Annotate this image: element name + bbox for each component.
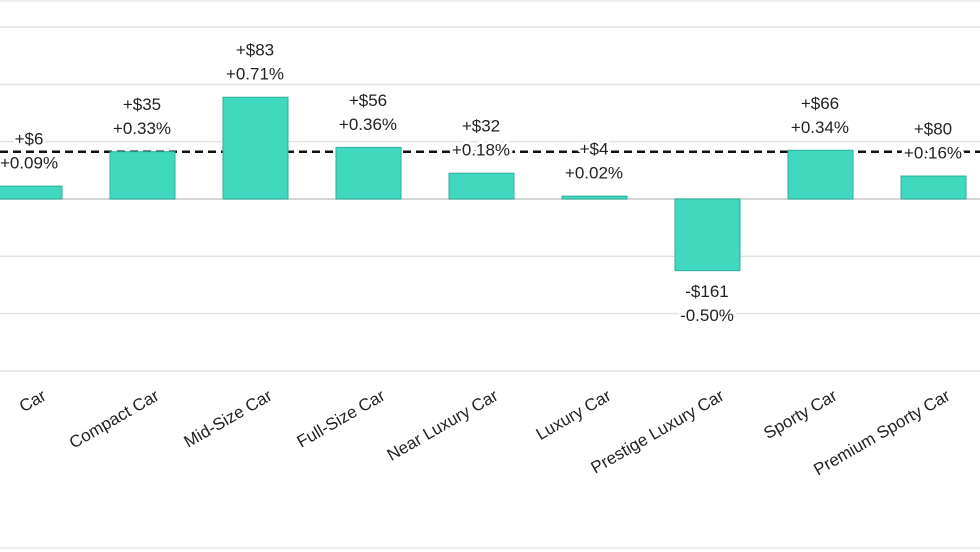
bar bbox=[335, 146, 402, 200]
dollar-label: -$161 bbox=[685, 282, 728, 301]
x-tick-label: Sporty Car bbox=[760, 386, 840, 443]
value-label: +0.71% bbox=[226, 65, 284, 84]
value-label: +0.34% bbox=[791, 118, 849, 137]
bar bbox=[222, 96, 289, 200]
x-tick-label: Mid-Size Car bbox=[181, 386, 276, 452]
dollar-label: +$56 bbox=[349, 91, 387, 110]
bar bbox=[787, 149, 854, 200]
bar bbox=[448, 172, 515, 200]
dollar-label: +$35 bbox=[123, 95, 161, 114]
dollar-label: +$6 bbox=[15, 130, 44, 149]
bar bbox=[109, 151, 176, 200]
dollar-label: +$83 bbox=[236, 41, 274, 60]
x-tick-label: Car bbox=[16, 386, 50, 416]
x-tick-label: Full-Size Car bbox=[294, 386, 389, 452]
value-label: +0.09% bbox=[0, 154, 58, 173]
bar bbox=[561, 195, 628, 200]
dollar-label: +$4 bbox=[580, 140, 609, 159]
value-label: +0.02% bbox=[565, 164, 623, 183]
dollar-label: +$32 bbox=[462, 117, 500, 136]
value-label: +0.36% bbox=[339, 115, 397, 134]
value-label: -0.50% bbox=[680, 306, 734, 325]
x-tick-label: Near Luxury Car bbox=[384, 386, 502, 465]
dollar-label: +$66 bbox=[801, 94, 839, 113]
x-tick-label: Luxury Car bbox=[533, 386, 615, 444]
bar bbox=[674, 198, 741, 272]
x-tick-label: Compact Car bbox=[66, 386, 163, 453]
dollar-label: +$80 bbox=[914, 120, 952, 139]
value-label: +0.16% bbox=[904, 144, 962, 163]
value-label: +0.33% bbox=[113, 119, 171, 138]
bar bbox=[0, 185, 63, 200]
bar bbox=[900, 175, 967, 200]
value-label: +0.18% bbox=[452, 141, 510, 160]
